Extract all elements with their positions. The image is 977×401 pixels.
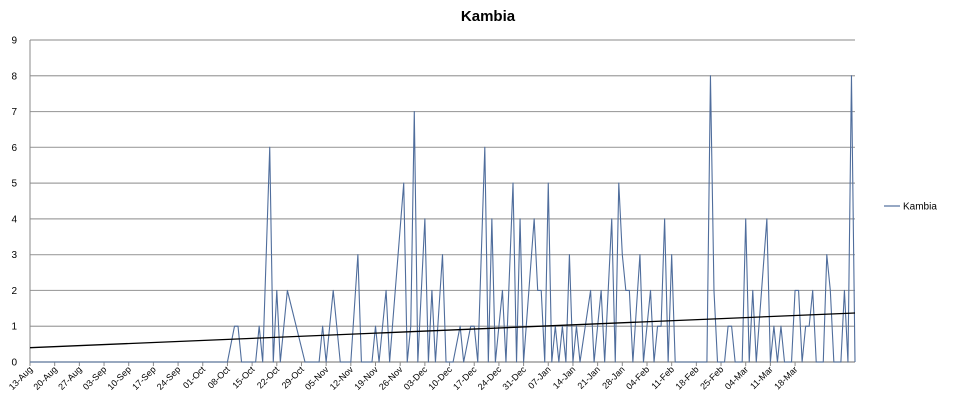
x-tick-label: 04-Mar	[723, 364, 750, 391]
y-tick-label: 0	[11, 358, 17, 369]
x-tick-label: 17-Sep	[130, 364, 158, 392]
x-tick-label: 10-Dec	[426, 364, 454, 392]
x-tick-label: 14-Jan	[551, 364, 578, 391]
x-tick-label: 05-Nov	[303, 364, 331, 392]
x-tick-label: 03-Sep	[81, 364, 109, 392]
x-tick-label: 19-Nov	[352, 364, 380, 392]
x-axis-ticks: 13-Aug20-Aug27-Aug03-Sep10-Sep17-Sep24-S…	[7, 362, 799, 392]
x-tick-label: 10-Sep	[106, 364, 134, 392]
x-tick-label: 07-Jan	[526, 364, 553, 391]
y-tick-label: 8	[11, 71, 17, 82]
x-tick-label: 25-Feb	[698, 364, 725, 391]
x-tick-label: 24-Dec	[476, 364, 504, 392]
x-tick-label: 21-Jan	[576, 364, 603, 391]
x-tick-label: 11-Mar	[748, 364, 775, 391]
x-tick-label: 03-Dec	[402, 364, 430, 392]
x-tick-label: 08-Oct	[206, 364, 233, 391]
x-tick-label: 29-Oct	[280, 364, 307, 391]
series-lines	[29, 75, 856, 363]
x-tick-label: 24-Sep	[155, 364, 183, 392]
x-tick-label: 22-Oct	[255, 364, 282, 391]
x-tick-label: 27-Aug	[56, 364, 84, 392]
y-tick-label: 6	[11, 143, 17, 154]
y-tick-label: 4	[11, 214, 17, 225]
y-tick-label: 3	[11, 250, 17, 261]
x-tick-label: 18-Mar	[772, 364, 799, 391]
x-tick-label: 15-Oct	[230, 364, 257, 391]
x-tick-label: 26-Nov	[377, 364, 405, 392]
x-tick-label: 01-Oct	[181, 364, 208, 391]
gridlines	[29, 39, 855, 363]
x-tick-label: 18-Feb	[674, 364, 701, 391]
legend-label: Kambia	[903, 202, 937, 213]
x-tick-label: 20-Aug	[31, 364, 59, 392]
x-tick-label: 28-Jan	[600, 364, 627, 391]
x-tick-label: 31-Dec	[500, 364, 528, 392]
x-tick-label: 04-Feb	[624, 364, 651, 391]
y-tick-label: 1	[11, 322, 17, 333]
x-tick-label: 11-Feb	[649, 364, 676, 391]
chart-title: Kambia	[461, 8, 516, 25]
y-tick-label: 7	[11, 107, 17, 118]
x-tick-label: 17-Dec	[451, 364, 479, 392]
legend: Kambia	[884, 202, 937, 213]
y-tick-label: 5	[11, 179, 17, 190]
series-line-kambia	[30, 75, 856, 363]
trendline	[29, 312, 856, 349]
x-tick-label: 12-Nov	[328, 364, 356, 392]
y-tick-label: 2	[11, 286, 17, 297]
y-axis-ticks: 0 1 2 3 4 5 6 7 8 9	[11, 36, 17, 369]
y-tick-label: 9	[11, 36, 17, 47]
